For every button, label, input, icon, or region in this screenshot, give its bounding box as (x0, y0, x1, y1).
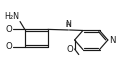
Text: O: O (67, 45, 74, 54)
Text: O: O (6, 25, 13, 34)
Text: O: O (6, 42, 13, 51)
Text: H₂N: H₂N (4, 12, 19, 21)
Text: N: N (65, 20, 71, 29)
Text: H: H (65, 22, 70, 28)
Text: N: N (109, 36, 116, 44)
